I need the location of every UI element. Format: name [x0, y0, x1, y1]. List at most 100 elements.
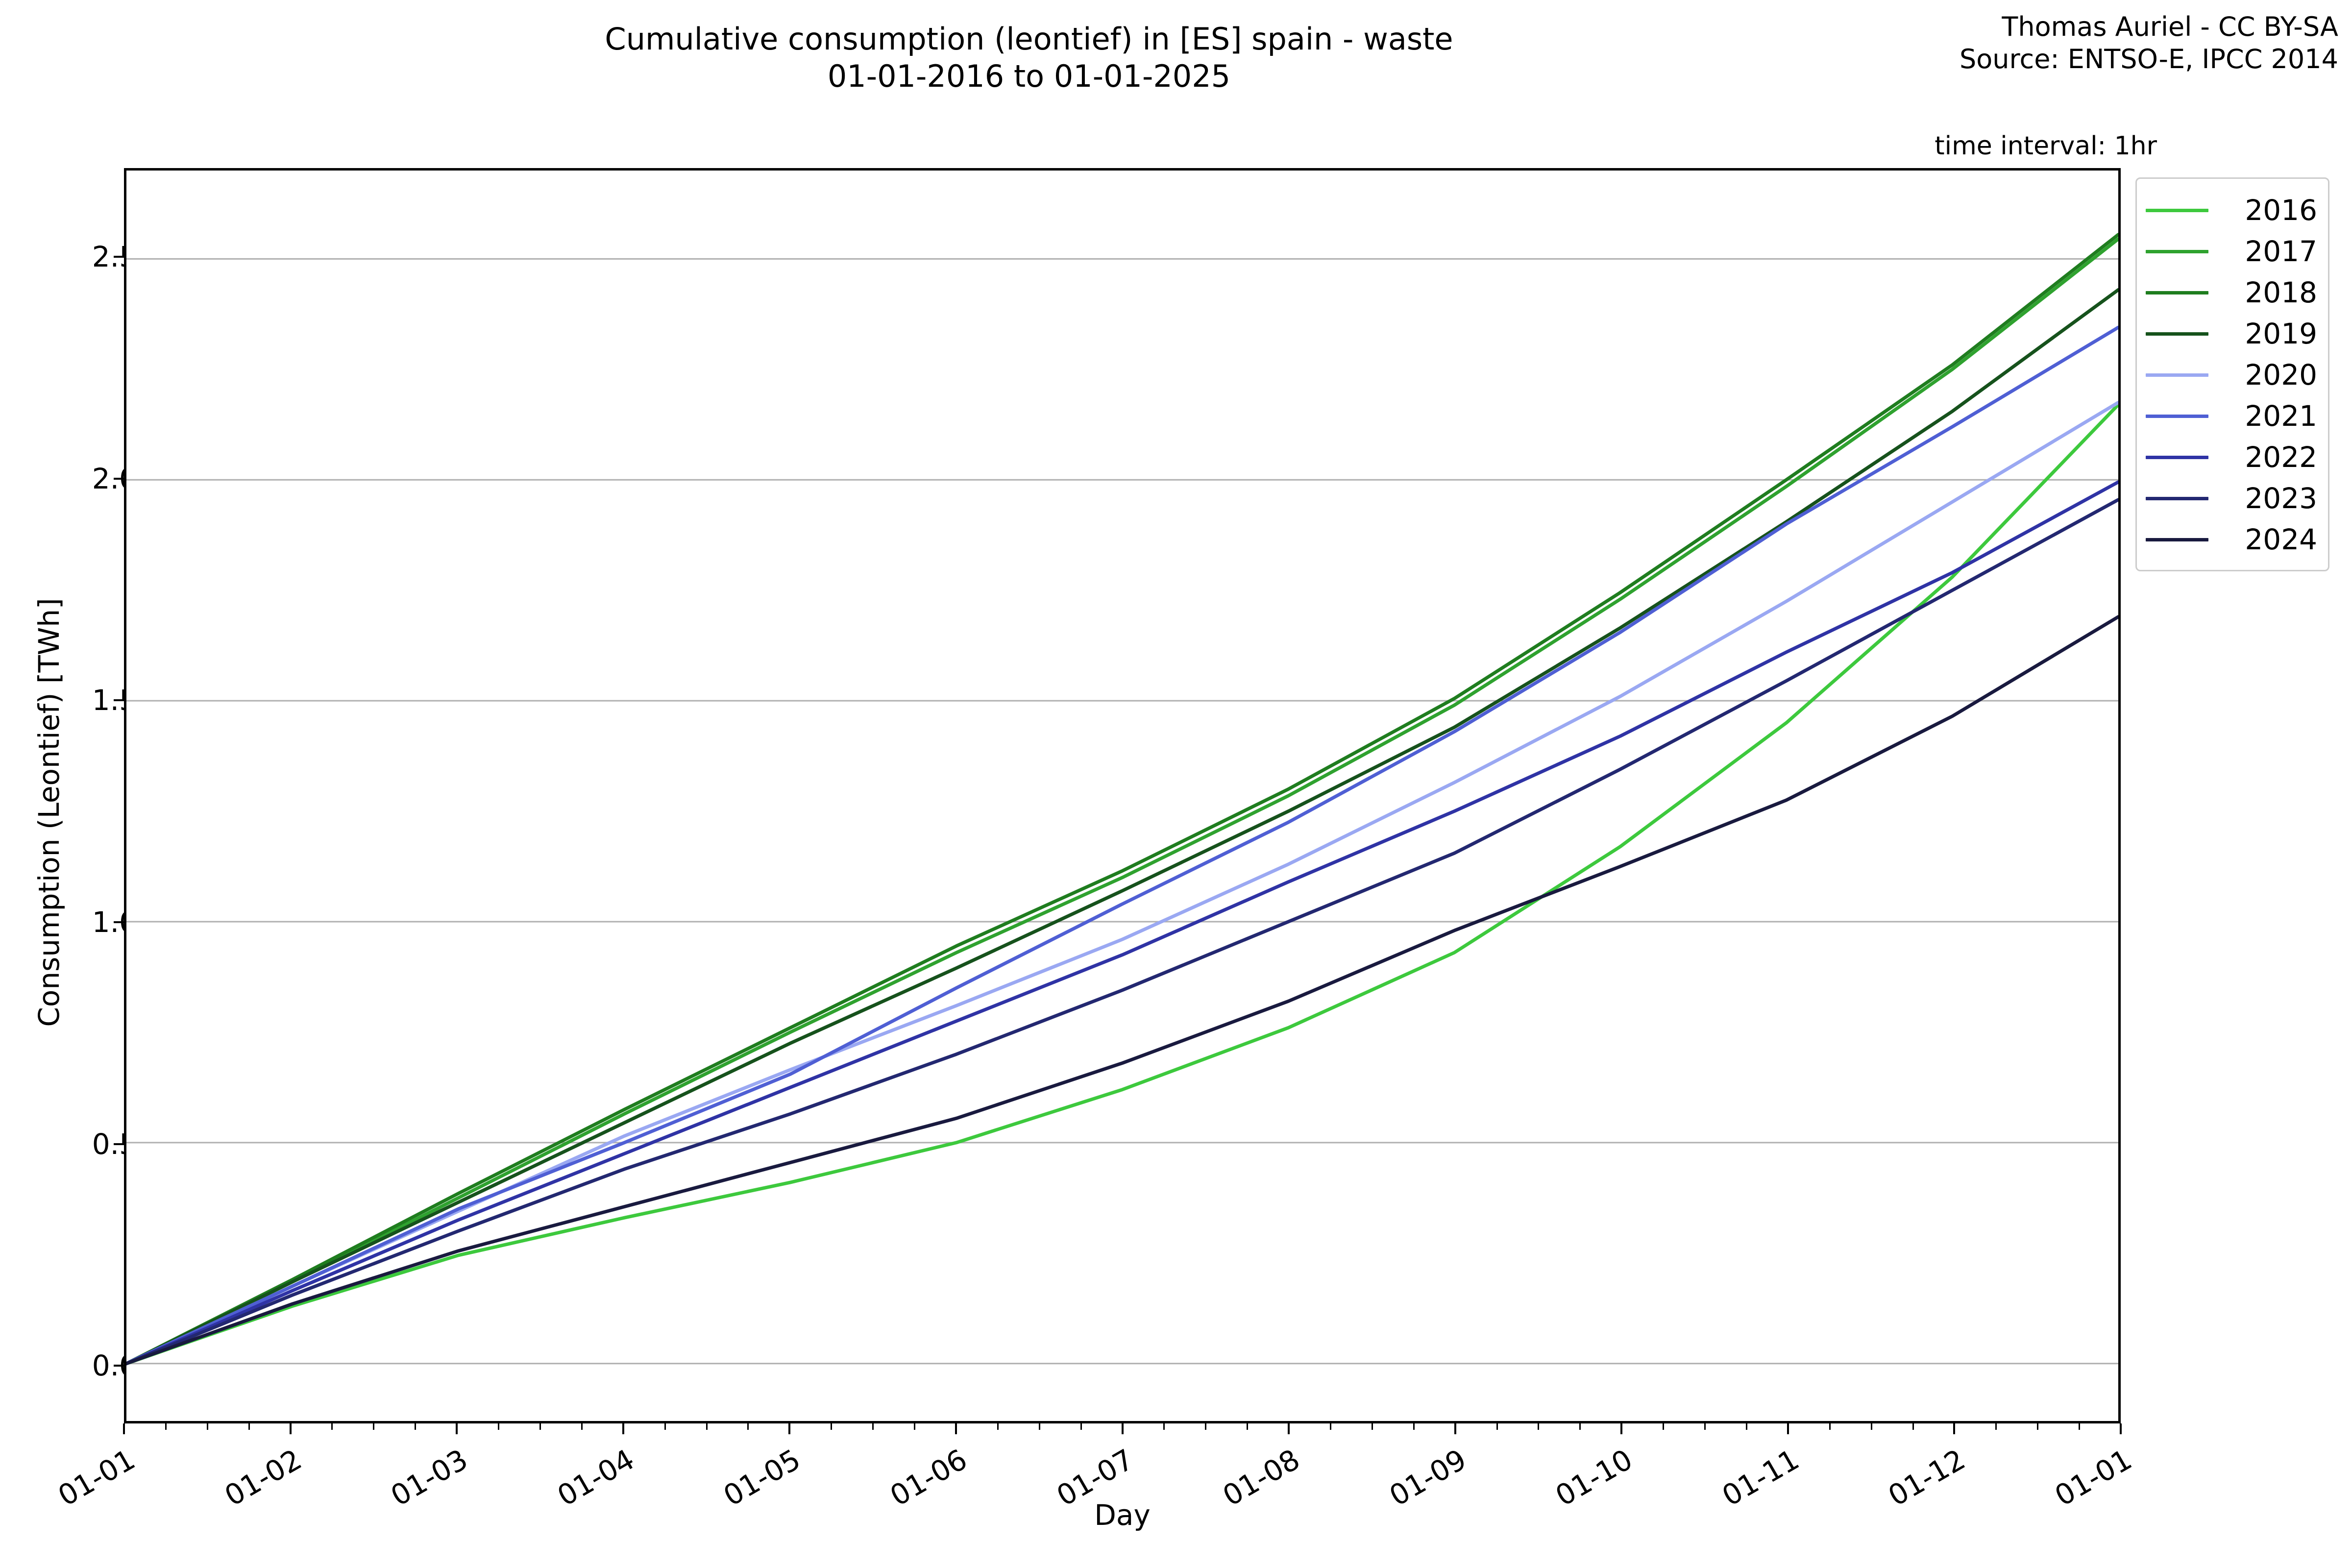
- plot-area: [124, 168, 2121, 1423]
- legend-color-swatch: [2146, 332, 2208, 336]
- x-tick-mark: [955, 1423, 957, 1434]
- legend-color-swatch: [2146, 249, 2208, 253]
- legend-color-swatch: [2146, 538, 2208, 541]
- legend-item-2017[interactable]: 2017: [2146, 231, 2321, 272]
- x-tick-minor-mark: [1538, 1423, 1540, 1430]
- legend-item-2016[interactable]: 2016: [2146, 190, 2321, 231]
- x-tick-minor-mark: [498, 1423, 500, 1430]
- x-tick-minor-mark: [539, 1423, 541, 1430]
- x-tick-minor-mark: [1496, 1423, 1498, 1430]
- x-tick-mark: [788, 1423, 791, 1434]
- attribution-author: Thomas Auriel - CC BY-SA: [2002, 11, 2338, 42]
- x-tick-minor-mark: [165, 1423, 167, 1430]
- legend: 2016 2017 2018 2019 2020 2021 2022 2023 2024: [2135, 177, 2329, 571]
- x-tick-minor-mark: [1912, 1423, 1914, 1430]
- legend-item-2019[interactable]: 2019: [2146, 313, 2321, 354]
- legend-item-label: 2021: [2245, 399, 2317, 433]
- x-tick-minor-mark: [1247, 1423, 1249, 1430]
- x-tick-minor-mark: [1080, 1423, 1082, 1430]
- x-tick-minor-mark: [331, 1423, 333, 1430]
- attribution-block: Thomas Auriel - CC BY-SA Source: ENTSO-E…: [1960, 11, 2338, 75]
- x-tick-minor-mark: [206, 1423, 208, 1430]
- x-tick-minor-mark: [1829, 1423, 1831, 1430]
- x-tick-mark: [1288, 1423, 1290, 1434]
- series-line-2017: [126, 237, 2118, 1366]
- x-tick-minor-mark: [1163, 1423, 1165, 1430]
- x-tick-minor-mark: [1038, 1423, 1040, 1430]
- x-tick-minor-mark: [1745, 1423, 1747, 1430]
- x-tick-minor-mark: [872, 1423, 874, 1430]
- x-tick-minor-mark: [1704, 1423, 1706, 1430]
- x-tick-minor-mark: [2037, 1423, 2039, 1430]
- legend-item-2024[interactable]: 2024: [2146, 519, 2321, 560]
- x-tick-minor-mark: [831, 1423, 833, 1430]
- legend-item-label: 2016: [2245, 194, 2317, 227]
- x-tick-minor-mark: [664, 1423, 666, 1430]
- x-tick-minor-mark: [1329, 1423, 1331, 1430]
- x-tick-mark: [622, 1423, 624, 1434]
- grid-lines: [126, 258, 2118, 1365]
- legend-item-label: 2023: [2245, 482, 2317, 515]
- series-line-2020: [126, 400, 2118, 1366]
- x-tick-mark: [1620, 1423, 1623, 1434]
- x-tick-minor-mark: [914, 1423, 916, 1430]
- x-tick-minor-mark: [1205, 1423, 1207, 1430]
- x-tick-minor-mark: [2079, 1423, 2081, 1430]
- series-lines: [126, 233, 2118, 1366]
- x-tick-minor-mark: [747, 1423, 749, 1430]
- x-tick-mark: [1454, 1423, 1456, 1434]
- y-tick-mark: [114, 477, 124, 480]
- y-tick-mark: [114, 1143, 124, 1145]
- x-tick-minor-mark: [706, 1423, 708, 1430]
- series-line-2018: [126, 233, 2118, 1366]
- legend-color-swatch: [2146, 373, 2208, 377]
- legend-item-2018[interactable]: 2018: [2146, 272, 2321, 313]
- legend-color-swatch: [2146, 455, 2208, 459]
- legend-item-label: 2018: [2245, 276, 2317, 309]
- y-axis-label: Consumption (Leontief) [TWh]: [32, 598, 66, 1027]
- x-tick-mark: [1121, 1423, 1124, 1434]
- x-tick-mark: [2120, 1423, 2122, 1434]
- legend-item-2021[interactable]: 2021: [2146, 395, 2321, 437]
- legend-item-label: 2022: [2245, 441, 2317, 474]
- series-line-2024: [126, 615, 2118, 1366]
- legend-item-label: 2017: [2245, 235, 2317, 268]
- legend-item-label: 2019: [2245, 317, 2317, 350]
- x-tick-mark: [456, 1423, 458, 1434]
- x-tick-mark: [289, 1423, 292, 1434]
- x-tick-minor-mark: [415, 1423, 416, 1430]
- x-tick-minor-mark: [997, 1423, 999, 1430]
- legend-item-label: 2024: [2245, 523, 2317, 556]
- series-line-2019: [126, 288, 2118, 1366]
- x-tick-mark: [1787, 1423, 1789, 1434]
- x-tick-minor-mark: [1870, 1423, 1872, 1430]
- x-tick-minor-mark: [581, 1423, 583, 1430]
- x-tick-minor-mark: [1995, 1423, 1997, 1430]
- series-line-2021: [126, 325, 2118, 1366]
- legend-item-label: 2020: [2245, 358, 2317, 392]
- x-tick-mark: [123, 1423, 125, 1434]
- legend-item-2022[interactable]: 2022: [2146, 437, 2321, 478]
- time-interval-note: time interval: 1hr: [1935, 131, 2157, 161]
- x-tick-mark: [1953, 1423, 1956, 1434]
- y-tick-mark: [114, 256, 124, 258]
- x-tick-minor-mark: [248, 1423, 250, 1430]
- legend-color-swatch: [2146, 291, 2208, 294]
- series-line-2023: [126, 498, 2118, 1366]
- x-axis-label: Day: [1094, 1498, 1151, 1532]
- plot-inner: [126, 171, 2118, 1421]
- legend-color-swatch: [2146, 414, 2208, 418]
- legend-item-2020[interactable]: 2020: [2146, 354, 2321, 395]
- legend-color-swatch: [2146, 208, 2208, 212]
- legend-item-2023[interactable]: 2023: [2146, 478, 2321, 519]
- series-line-2022: [126, 480, 2118, 1366]
- x-tick-minor-mark: [1371, 1423, 1373, 1430]
- y-tick-mark: [114, 699, 124, 702]
- y-tick-mark: [114, 921, 124, 923]
- x-tick-minor-mark: [1579, 1423, 1581, 1430]
- x-tick-minor-mark: [373, 1423, 375, 1430]
- legend-color-swatch: [2146, 496, 2208, 500]
- page-title: Cumulative consumption (leontief) in [ES…: [605, 21, 1453, 94]
- x-tick-minor-mark: [1663, 1423, 1665, 1430]
- x-tick-minor-mark: [1413, 1423, 1415, 1430]
